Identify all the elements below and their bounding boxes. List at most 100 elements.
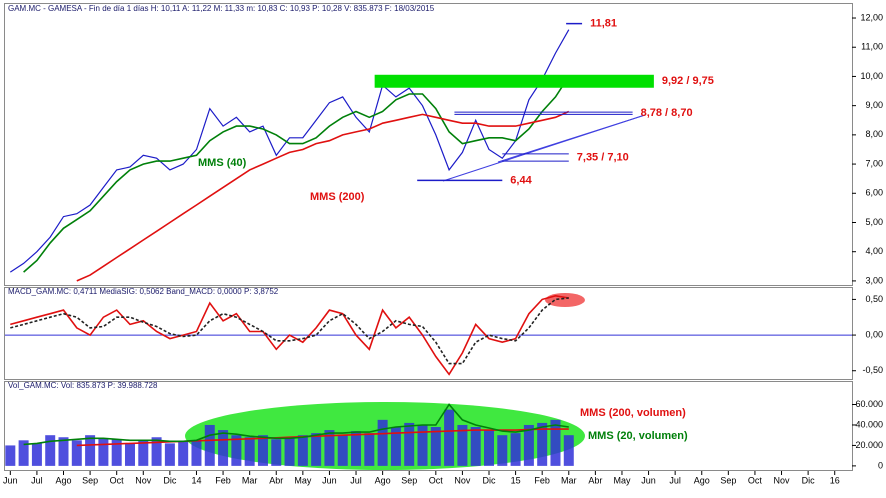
x-tick-label: Jun	[641, 475, 656, 485]
volume-panel	[4, 381, 853, 471]
volume-bar	[71, 440, 82, 466]
volume-bar	[111, 439, 122, 466]
volume-bar	[138, 440, 149, 466]
x-tick-label: 16	[830, 475, 840, 485]
macd-header: MACD_GAM.MC: 0,4711 MediaSIG: 0,5062 Ban…	[8, 287, 279, 296]
x-tick-label: Feb	[215, 475, 231, 485]
volume-bar	[58, 437, 69, 466]
x-tick-label: 15	[511, 475, 521, 485]
y-tick-label: 10,00	[860, 71, 883, 81]
x-tick-label: Nov	[774, 475, 791, 485]
volume-bar	[85, 435, 96, 466]
x-tick-label: Sep	[82, 475, 98, 485]
volume-bar	[444, 409, 455, 466]
volume-bar	[404, 422, 415, 466]
volume-bar	[351, 431, 362, 466]
volume-bar	[430, 427, 441, 466]
y-tick-label: 11,00	[861, 42, 883, 52]
x-tick-label: Jul	[669, 475, 681, 485]
x-tick-label: May	[294, 475, 312, 485]
volume-bar	[284, 438, 295, 466]
volume-bar	[550, 419, 561, 466]
y-tick-label: 0,00	[865, 329, 883, 339]
y-tick-label: -0,50	[862, 365, 883, 375]
volume-bar	[45, 435, 56, 466]
volume-bar	[457, 424, 468, 466]
volume-bar	[18, 440, 29, 466]
y-tick-label: 3,00	[865, 275, 883, 285]
level-label: 7,35 / 7,10	[577, 151, 629, 163]
volume-bar	[191, 440, 202, 466]
annotation: MMS (200)	[310, 191, 365, 203]
volume-bar	[5, 445, 16, 466]
volume-bar	[470, 427, 481, 466]
x-tick-label: Ago	[375, 475, 391, 485]
x-tick-label: Nov	[135, 475, 152, 485]
x-tick-label: Mar	[561, 475, 577, 485]
y-tick-label: 8,00	[865, 129, 883, 139]
macd-panel	[4, 287, 853, 380]
volume-bar	[124, 443, 135, 466]
y-tick-label: 12,00	[860, 12, 883, 22]
level-label: 9,92 / 9,75	[662, 75, 714, 87]
volume-bar	[178, 441, 189, 466]
x-tick-label: Ago	[55, 475, 71, 485]
price-line	[9, 29, 570, 273]
price-line	[76, 110, 570, 282]
y-tick-label: 4,00	[865, 246, 883, 256]
volume-bar	[311, 433, 322, 466]
price-line	[23, 75, 570, 273]
volume-bar	[151, 437, 162, 466]
volume-bar	[244, 437, 255, 466]
macd-line	[10, 294, 569, 376]
annotation: MMS (40)	[198, 157, 247, 169]
macd-highlight	[545, 293, 585, 307]
y-tick-label: 0	[878, 460, 883, 470]
volume-bar	[271, 439, 282, 466]
price-panel	[4, 3, 853, 286]
x-tick-label: May	[613, 475, 631, 485]
x-tick-label: Oct	[110, 475, 125, 485]
x-tick-label: Oct	[429, 475, 444, 485]
x-tick-label: Sep	[401, 475, 417, 485]
volume-bar	[324, 430, 335, 466]
y-tick-label: 6,00	[865, 188, 883, 198]
level-label: 6,44	[510, 174, 532, 186]
volume-bar	[510, 433, 521, 466]
y-tick-label: 20.000	[855, 440, 883, 450]
volume-line	[23, 403, 569, 446]
volume-line	[76, 428, 569, 447]
y-tick-label: 0,50	[865, 294, 883, 304]
volume-bar	[297, 435, 308, 466]
x-tick-label: Dic	[483, 475, 496, 485]
y-tick-label: 40.000	[855, 419, 883, 429]
y-tick-label: 7,00	[865, 158, 883, 168]
volume-bar	[523, 424, 534, 466]
x-tick-label: Jun	[322, 475, 337, 485]
volume-bar	[31, 443, 42, 466]
volume-bar	[497, 435, 508, 466]
y-tick-label: 9,00	[865, 100, 883, 110]
price-header: GAM.MC - GAMESA - Fin de día 1 días H: 1…	[8, 4, 435, 13]
volume-bar	[390, 427, 401, 466]
x-tick-label: 14	[191, 475, 201, 485]
legend-entry: MMS (200, volumen)	[580, 407, 686, 419]
volume-bar	[537, 422, 548, 466]
volume-header: Vol_GAM.MC: Vol: 835.873 P: 39.988.728	[8, 381, 158, 390]
volume-bar	[563, 435, 574, 466]
volume-bar	[98, 438, 109, 466]
level-label: 8,78 / 8,70	[641, 107, 693, 119]
x-tick-label: Mar	[242, 475, 258, 485]
volume-bar	[257, 435, 268, 466]
volume-bar	[218, 430, 229, 466]
volume-bar	[417, 424, 428, 466]
x-tick-label: Ago	[694, 475, 710, 485]
x-tick-label: Jun	[3, 475, 18, 485]
plot: 3,00 4,00 5,00 6,00 7,00 8,00 9,00 10,00 11,00 12…	[3, 12, 883, 485]
volume-bar	[337, 435, 348, 466]
level-band	[374, 74, 654, 88]
x-tick-label: Nov	[454, 475, 471, 485]
x-tick-label: Jul	[350, 475, 362, 485]
volume-bar	[231, 435, 242, 466]
